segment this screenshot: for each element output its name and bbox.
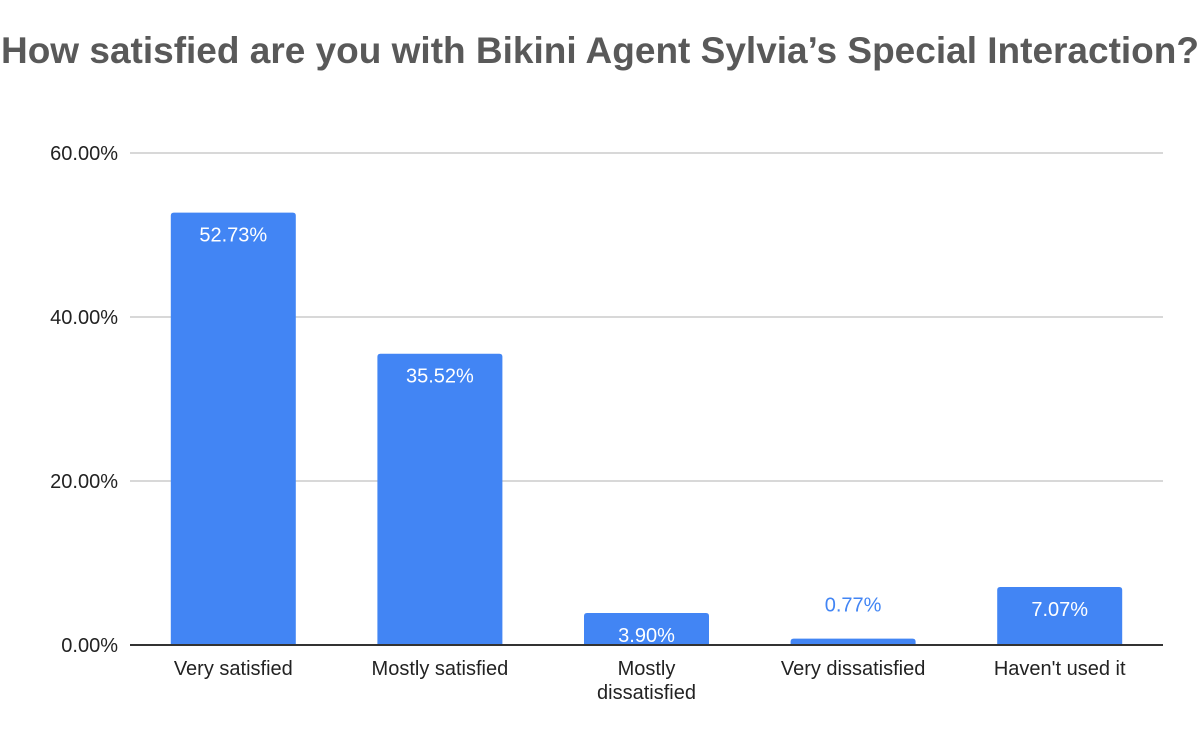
data-label: 0.77% [825, 595, 882, 617]
chart-title: How satisfied are you with Bikini Agent … [0, 30, 1199, 71]
x-tick-label: Very dissatisfied [781, 658, 926, 680]
bar [377, 353, 503, 645]
bar [584, 613, 709, 645]
bar [997, 587, 1123, 645]
y-tick-label: 40.00% [50, 307, 118, 329]
y-tick-label: 0.00% [61, 635, 118, 657]
x-tick-label: dissatisfied [597, 682, 696, 704]
y-tick-label: 20.00% [50, 471, 118, 493]
data-label: 3.90% [618, 625, 675, 647]
x-tick-label: Haven't used it [994, 658, 1126, 680]
x-tick-label: Very satisfied [174, 658, 293, 680]
data-label: 52.73% [199, 225, 267, 247]
data-label: 35.52% [406, 366, 474, 388]
x-tick-label: Mostly [618, 658, 676, 680]
x-tick-label: Mostly satisfied [372, 658, 509, 680]
data-label: 7.07% [1031, 599, 1088, 621]
bar [790, 638, 916, 645]
bar [170, 212, 296, 645]
y-tick-label: 60.00% [50, 143, 118, 165]
